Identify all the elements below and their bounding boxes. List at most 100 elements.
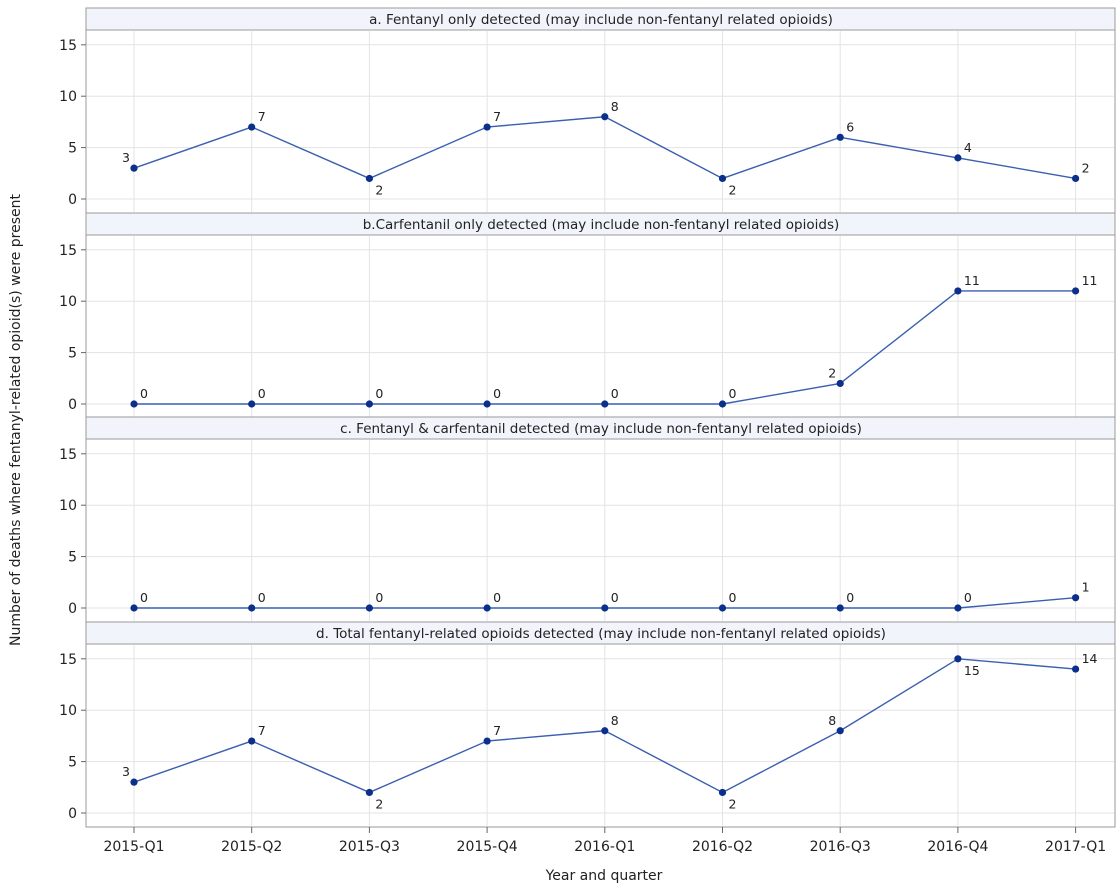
data-point: [130, 604, 138, 612]
data-point: [1072, 287, 1080, 295]
data-label: 2: [375, 182, 383, 197]
data-label: 2: [828, 365, 836, 380]
data-label: 15: [964, 663, 980, 678]
data-label: 0: [140, 590, 148, 605]
y-tick-label: 10: [59, 703, 77, 719]
data-point: [483, 123, 491, 131]
data-label: 0: [611, 386, 619, 401]
data-label: 3: [122, 150, 130, 165]
data-label: 1: [1082, 580, 1090, 595]
y-axis-title: Number of deaths where fentanyl-related …: [8, 194, 24, 646]
y-tick-label: 5: [68, 755, 77, 771]
data-label: 2: [375, 796, 383, 811]
data-point: [718, 400, 727, 408]
y-tick-label: 15: [59, 447, 77, 463]
x-axis-title: Year and quarter: [545, 868, 663, 884]
data-point: [954, 154, 962, 162]
panel-title: c. Fentanyl & carfentanil detected (may …: [340, 421, 862, 437]
panel-title: a. Fentanyl only detected (may include n…: [369, 12, 833, 28]
data-point: [365, 604, 373, 612]
data-point: [836, 379, 844, 388]
data-point: [483, 400, 491, 408]
data-point: [601, 113, 609, 121]
data-label: 0: [493, 590, 501, 605]
data-label: 11: [964, 273, 980, 288]
data-point: [1072, 594, 1080, 602]
data-point: [365, 788, 373, 797]
y-tick-label: 5: [68, 346, 77, 362]
data-label: 8: [611, 713, 619, 728]
y-tick-label: 10: [59, 294, 77, 310]
data-point: [1072, 174, 1080, 183]
panel-c: c. Fentanyl & carfentanil detected (may …: [59, 416, 1116, 623]
y-tick-label: 15: [59, 243, 77, 259]
y-tick-label: 0: [68, 397, 77, 413]
x-tick-label: 2016-Q2: [692, 839, 753, 855]
data-point: [954, 655, 962, 663]
y-tick-label: 15: [59, 38, 77, 54]
data-point: [248, 737, 256, 745]
data-label: 0: [729, 386, 737, 401]
x-tick-label: 2016-Q1: [574, 839, 635, 855]
data-label: 0: [258, 386, 266, 401]
data-point: [248, 400, 256, 408]
data-point: [1072, 665, 1080, 673]
data-label: 0: [964, 590, 972, 605]
y-tick-label: 0: [68, 601, 77, 617]
data-label: 2: [729, 182, 737, 197]
y-tick-label: 10: [59, 89, 77, 105]
data-label: 6: [846, 119, 854, 134]
data-point: [601, 400, 609, 408]
x-tick-label: 2015-Q4: [457, 839, 518, 855]
data-point: [248, 123, 256, 131]
y-tick-label: 5: [68, 550, 77, 566]
panel-title: b.Carfentanil only detected (may include…: [363, 217, 840, 233]
data-point: [483, 737, 491, 745]
y-tick-label: 10: [59, 498, 77, 514]
x-axis: 2015-Q1 2015-Q2 2015-Q3 2015-Q4 2016-Q1 2016-…: [103, 827, 1106, 855]
panels-layer: a. Fentanyl only detected (may include n…: [59, 7, 1116, 828]
data-point: [836, 133, 844, 141]
plot-area: [85, 29, 1116, 214]
data-label: 8: [828, 713, 836, 728]
data-label: 4: [964, 140, 972, 155]
data-label: 0: [258, 590, 266, 605]
data-label: 2: [729, 796, 737, 811]
x-tick-label: 2017-Q1: [1045, 839, 1106, 855]
data-point: [836, 727, 844, 735]
data-point: [718, 788, 727, 797]
data-point: [836, 604, 844, 612]
data-point: [130, 778, 138, 786]
data-point: [954, 287, 962, 295]
x-tick-label: 2015-Q3: [339, 839, 400, 855]
data-label: 8: [611, 99, 619, 114]
data-point: [954, 604, 962, 612]
x-tick-label: 2016-Q4: [927, 839, 988, 855]
data-label: 0: [493, 386, 501, 401]
data-label: 7: [493, 109, 501, 124]
y-tick-label: 0: [68, 192, 77, 208]
x-tick-label: 2015-Q2: [221, 839, 282, 855]
data-label: 14: [1082, 651, 1098, 666]
data-point: [130, 164, 138, 172]
data-point: [365, 174, 373, 183]
data-point: [248, 604, 256, 612]
data-point: [718, 174, 727, 183]
data-point: [365, 400, 373, 408]
x-tick-label: 2015-Q1: [103, 839, 164, 855]
data-label: 7: [258, 109, 266, 124]
data-label: 2: [1082, 160, 1090, 175]
panel-b: b.Carfentanil only detected (may include…: [59, 212, 1116, 419]
plot-area: [85, 438, 1116, 623]
data-label: 7: [258, 723, 266, 738]
data-point: [601, 604, 609, 612]
y-tick-label: 0: [68, 806, 77, 822]
data-point: [483, 604, 491, 612]
data-label: 0: [611, 590, 619, 605]
data-point: [130, 400, 138, 408]
data-label: 0: [846, 590, 854, 605]
panel-title: d. Total fentanyl-related opioids detect…: [316, 626, 886, 642]
data-label: 3: [122, 764, 130, 779]
data-label: 0: [375, 386, 383, 401]
